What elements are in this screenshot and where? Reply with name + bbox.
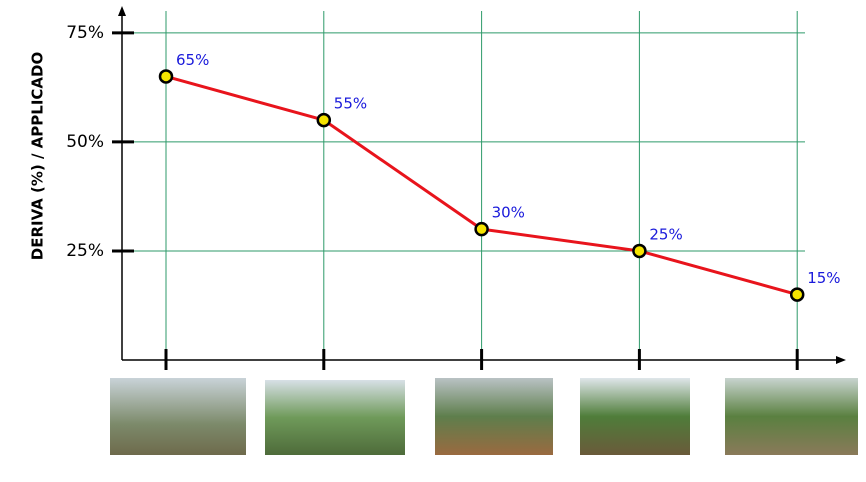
point [789, 287, 805, 302]
data-label: 55% [334, 95, 367, 113]
photo [265, 380, 405, 455]
photo [580, 378, 690, 455]
y-tick-label: 75% [66, 23, 104, 43]
y-tick-label: 25% [66, 241, 104, 261]
y-tick-label: 50% [66, 132, 104, 152]
data-label: 25% [649, 225, 682, 243]
data-label: 30% [492, 204, 525, 222]
point [474, 221, 489, 237]
y-axis-label: DERIVA (%) / APPLICADO [29, 52, 47, 260]
data-label: 65% [176, 51, 209, 69]
data-label: 15% [807, 269, 840, 287]
photo [435, 378, 553, 455]
y-axis-arrow [118, 6, 126, 16]
point [316, 112, 332, 128]
photo [110, 378, 246, 455]
photos [110, 378, 858, 455]
x-axis-arrow [836, 356, 846, 364]
point [158, 69, 174, 84]
photo [725, 378, 858, 455]
point [632, 243, 647, 259]
